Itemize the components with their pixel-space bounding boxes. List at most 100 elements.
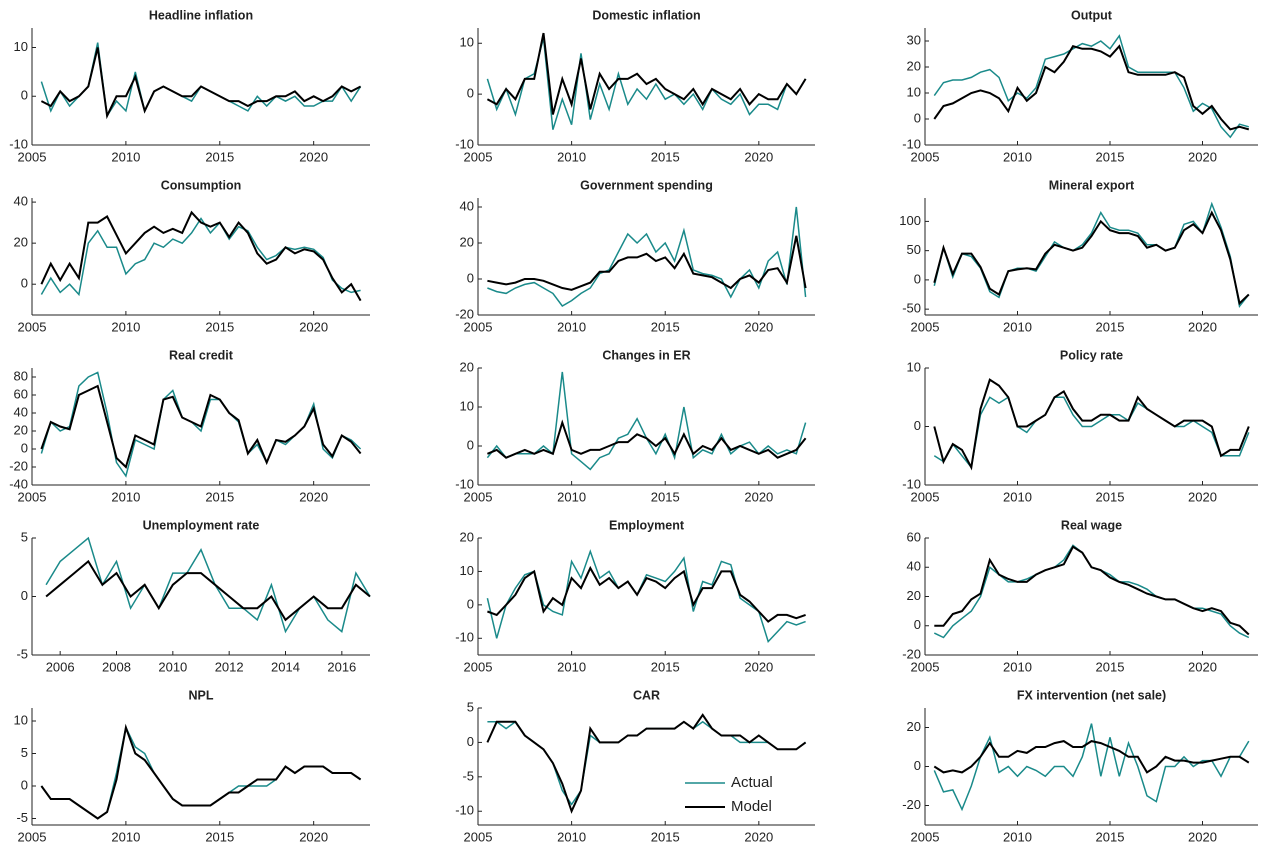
series-line bbox=[486, 713, 807, 814]
x-tick-label: 2005 bbox=[911, 659, 940, 674]
x-tick-label: 2006 bbox=[46, 659, 75, 674]
series-line bbox=[487, 235, 807, 291]
x-tick-label: 2015 bbox=[205, 319, 234, 334]
x-tick-label: 2020 bbox=[744, 489, 773, 504]
y-tick-label: -10 bbox=[902, 136, 921, 151]
y-tick-label: -20 bbox=[902, 797, 921, 812]
y-tick-label: 10 bbox=[460, 563, 474, 578]
x-tick-label: 2015 bbox=[651, 319, 680, 334]
series-line bbox=[40, 384, 362, 469]
x-tick-label: 2010 bbox=[158, 659, 187, 674]
y-tick-label: 50 bbox=[907, 242, 921, 257]
y-tick-label: 0 bbox=[914, 758, 921, 773]
y-tick-label: 5 bbox=[21, 529, 28, 544]
x-tick-label: 2014 bbox=[271, 659, 300, 674]
y-tick-label: 20 bbox=[460, 359, 474, 374]
x-tick-label: 2020 bbox=[744, 659, 773, 674]
series-line bbox=[40, 47, 362, 120]
chart-title: Policy rate bbox=[1060, 348, 1123, 362]
y-tick-label: -50 bbox=[902, 301, 921, 316]
x-tick-label: 2015 bbox=[651, 829, 680, 844]
series-line bbox=[40, 210, 362, 302]
x-tick-label: 2020 bbox=[1188, 659, 1217, 674]
x-tick-label: 2015 bbox=[205, 829, 234, 844]
y-tick-label: -10 bbox=[902, 476, 921, 491]
x-tick-label: 2010 bbox=[111, 319, 140, 334]
y-tick-label: -5 bbox=[462, 768, 474, 783]
x-tick-label: 2005 bbox=[911, 149, 940, 164]
series-line bbox=[486, 371, 807, 471]
series-line bbox=[933, 378, 1250, 471]
series-line bbox=[487, 565, 806, 623]
y-tick-label: 0 bbox=[467, 270, 474, 285]
y-tick-label: 30 bbox=[907, 32, 921, 47]
x-tick-label: 2010 bbox=[111, 149, 140, 164]
series-line bbox=[487, 419, 807, 459]
chart-title: NPL bbox=[189, 688, 214, 702]
chart-title: Unemployment rate bbox=[143, 518, 260, 532]
y-tick-label: 0 bbox=[467, 596, 474, 611]
y-tick-label: 5 bbox=[467, 699, 474, 714]
y-tick-label: -10 bbox=[9, 136, 28, 151]
y-tick-label: -10 bbox=[455, 630, 474, 645]
y-tick-label: 10 bbox=[907, 359, 921, 374]
y-tick-label: 20 bbox=[14, 422, 28, 437]
y-tick-label: 20 bbox=[907, 588, 921, 603]
x-tick-label: 2020 bbox=[1188, 319, 1217, 334]
y-tick-label: -10 bbox=[455, 476, 474, 491]
y-tick-label: 0 bbox=[467, 437, 474, 452]
series-line bbox=[487, 720, 807, 806]
y-tick-label: 40 bbox=[14, 194, 28, 209]
x-tick-label: 2012 bbox=[215, 659, 244, 674]
y-tick-label: 20 bbox=[460, 529, 474, 544]
x-tick-label: 2015 bbox=[205, 489, 234, 504]
x-tick-label: 2005 bbox=[911, 829, 940, 844]
x-tick-label: 2015 bbox=[651, 149, 680, 164]
y-tick-label: -20 bbox=[455, 306, 474, 321]
series-line bbox=[933, 210, 1250, 306]
x-tick-label: 2015 bbox=[1096, 489, 1125, 504]
series-line bbox=[486, 32, 807, 115]
x-tick-label: 2010 bbox=[111, 489, 140, 504]
x-tick-label: 2010 bbox=[557, 489, 586, 504]
y-tick-label: 0 bbox=[914, 418, 921, 433]
y-tick-label: 0 bbox=[21, 440, 28, 455]
x-tick-label: 2005 bbox=[18, 489, 47, 504]
x-tick-label: 2020 bbox=[1188, 489, 1217, 504]
x-tick-label: 2016 bbox=[327, 659, 356, 674]
y-tick-label: -40 bbox=[9, 476, 28, 491]
x-tick-label: 2020 bbox=[299, 319, 328, 334]
y-tick-label: 40 bbox=[460, 198, 474, 213]
x-tick-label: 2020 bbox=[744, 829, 773, 844]
y-tick-label: 10 bbox=[14, 39, 28, 54]
chart-title: Domestic inflation bbox=[592, 8, 700, 22]
series-line bbox=[933, 723, 1250, 812]
y-tick-label: 80 bbox=[14, 368, 28, 383]
x-tick-label: 2005 bbox=[18, 319, 47, 334]
x-tick-label: 2010 bbox=[557, 829, 586, 844]
x-tick-label: 2015 bbox=[651, 659, 680, 674]
series-line bbox=[933, 396, 1250, 470]
series-line bbox=[40, 723, 362, 820]
x-tick-label: 2010 bbox=[557, 149, 586, 164]
x-tick-label: 2020 bbox=[744, 149, 773, 164]
x-tick-label: 2020 bbox=[299, 489, 328, 504]
y-tick-label: 0 bbox=[21, 276, 28, 291]
x-tick-label: 2010 bbox=[1003, 829, 1032, 844]
x-tick-label: 2015 bbox=[1096, 829, 1125, 844]
y-tick-label: -10 bbox=[455, 136, 474, 151]
legend-label: Actual bbox=[731, 774, 773, 791]
chart-title: FX intervention (net sale) bbox=[1017, 688, 1166, 702]
series-line bbox=[934, 545, 1250, 636]
y-tick-label: -5 bbox=[16, 810, 28, 825]
y-tick-label: 10 bbox=[460, 35, 474, 50]
x-tick-label: 2010 bbox=[557, 659, 586, 674]
chart-title: Government spending bbox=[580, 178, 713, 192]
x-tick-label: 2008 bbox=[102, 659, 131, 674]
y-tick-label: -20 bbox=[9, 458, 28, 473]
y-tick-label: 0 bbox=[914, 617, 921, 632]
y-tick-label: 0 bbox=[21, 777, 28, 792]
x-tick-label: 2005 bbox=[464, 319, 493, 334]
x-tick-label: 2010 bbox=[1003, 659, 1032, 674]
